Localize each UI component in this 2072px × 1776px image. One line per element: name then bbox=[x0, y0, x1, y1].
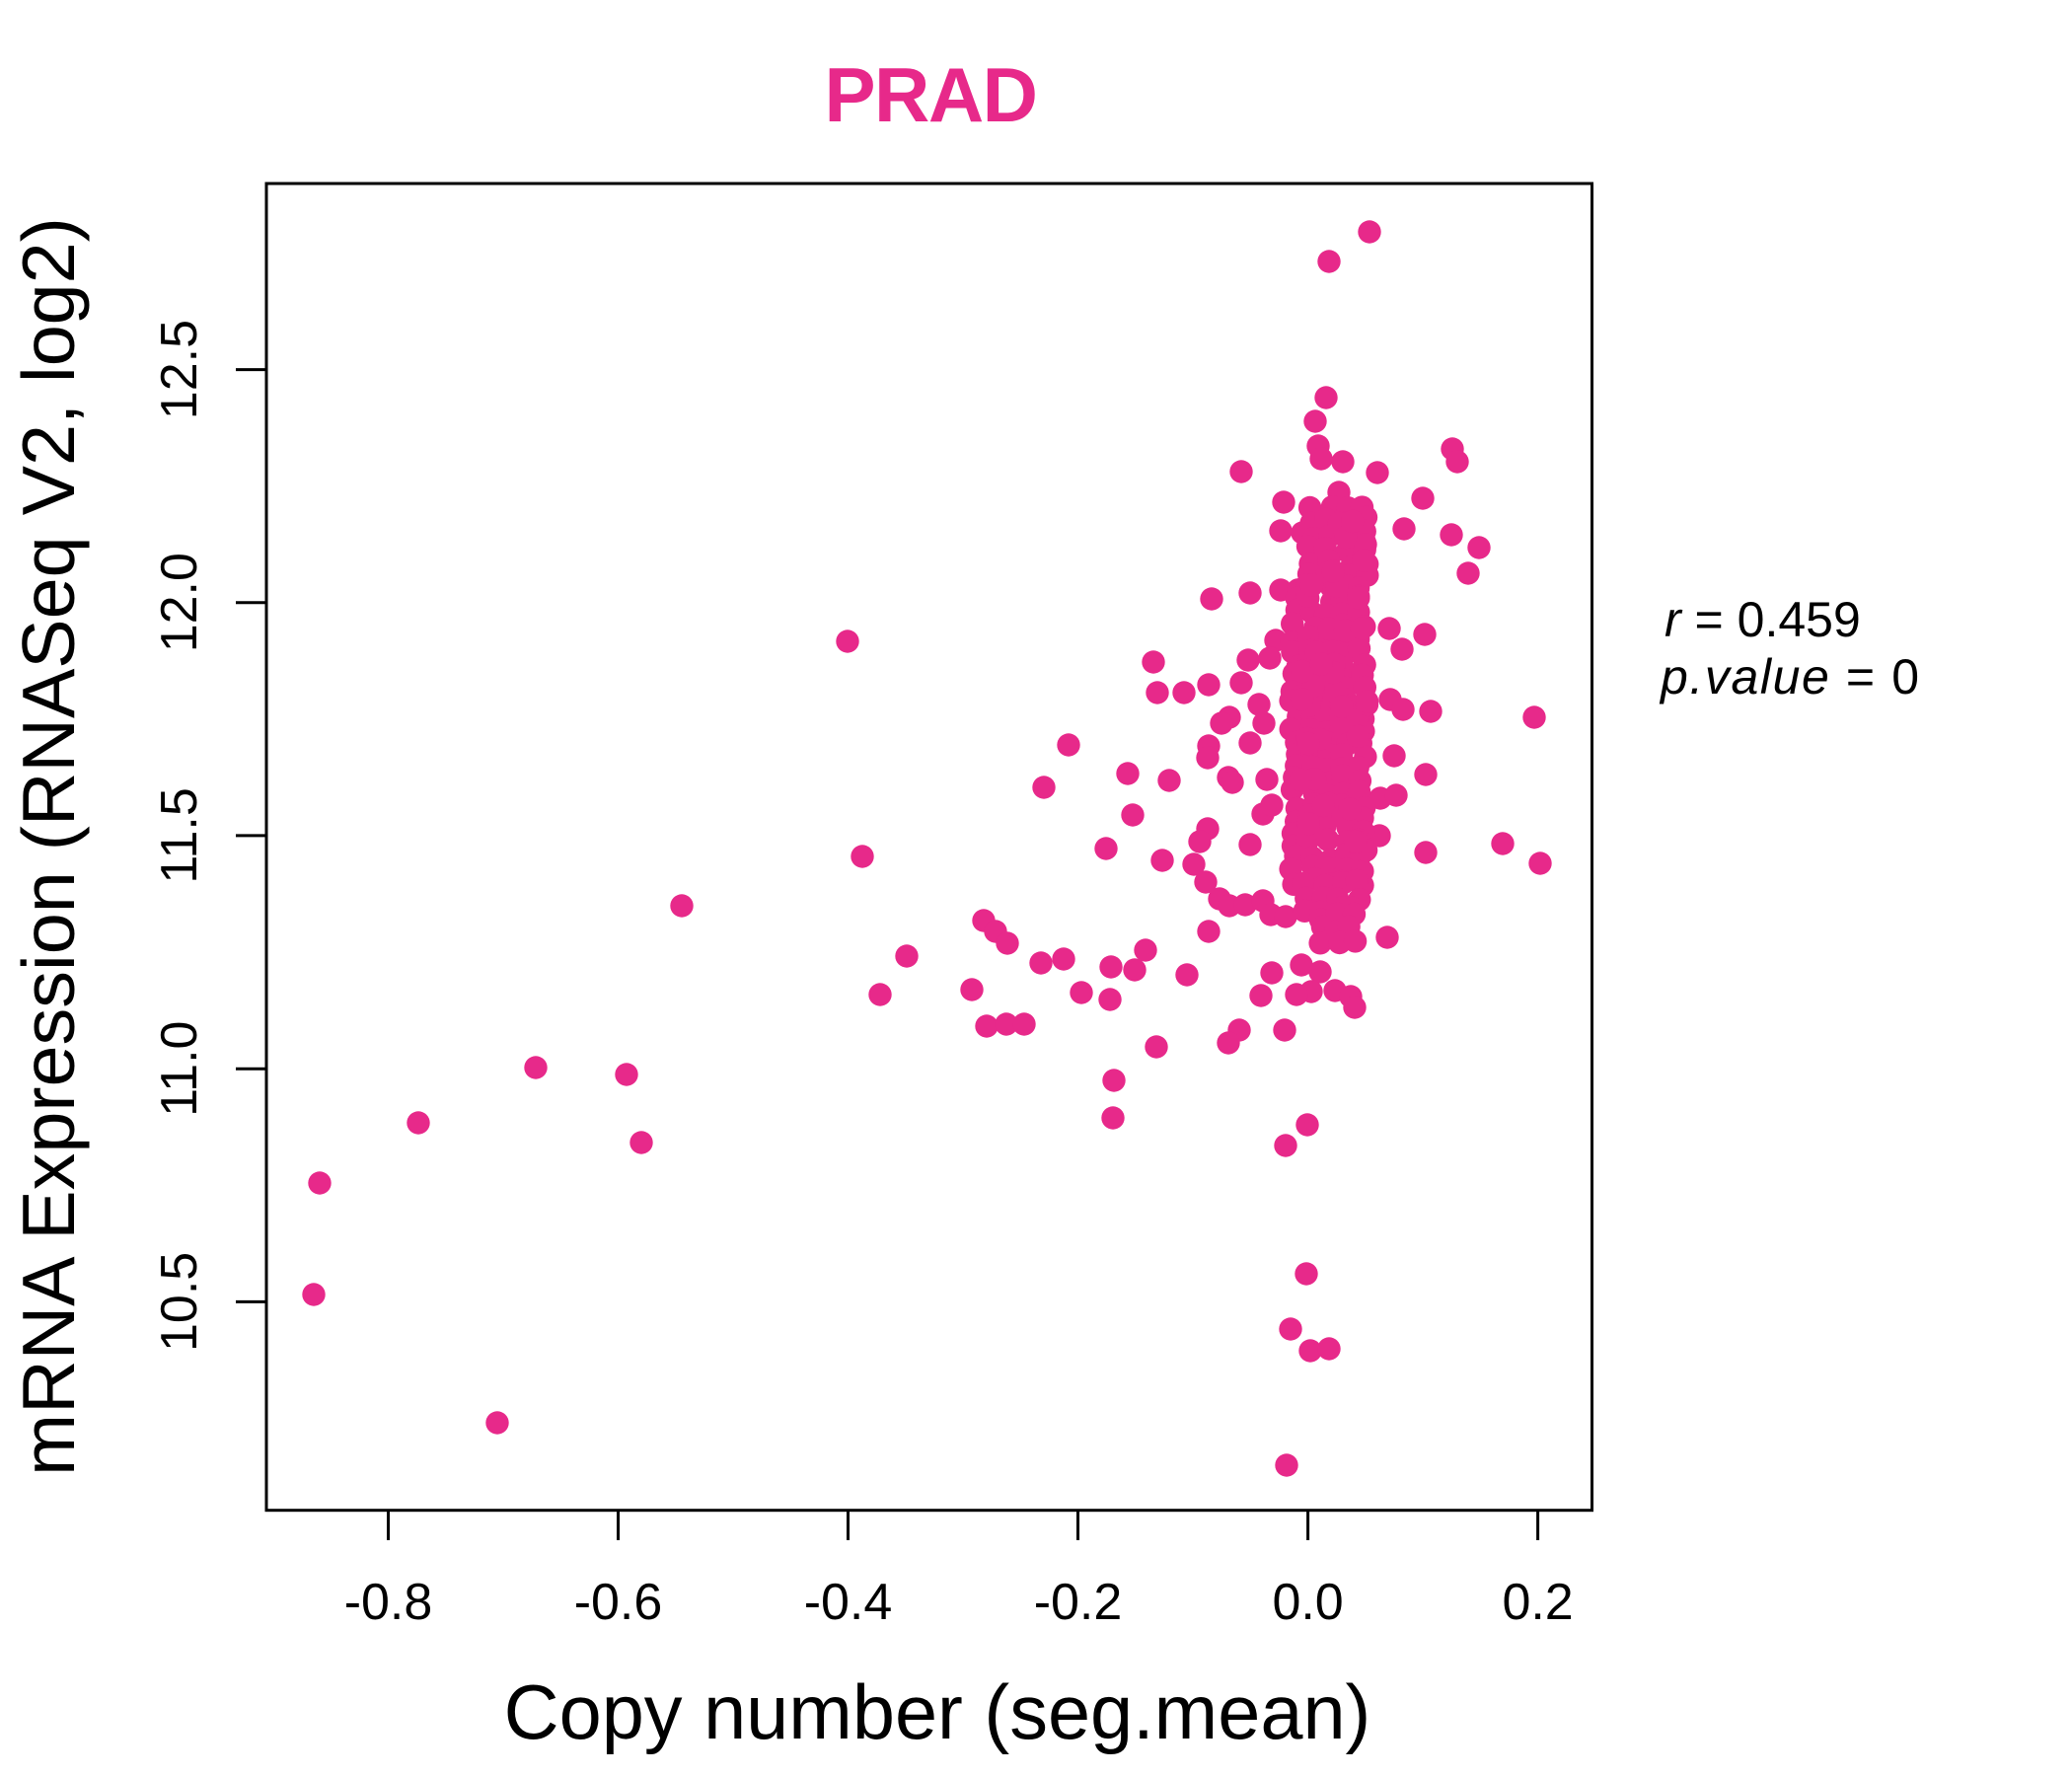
svg-text:-0.2: -0.2 bbox=[1034, 1574, 1123, 1631]
svg-text:-0.8: -0.8 bbox=[344, 1574, 433, 1631]
svg-text:12.0: 12.0 bbox=[151, 553, 208, 652]
svg-text:11.0: 11.0 bbox=[151, 1021, 208, 1117]
svg-text:10.5: 10.5 bbox=[151, 1252, 208, 1352]
svg-text:Copy number (seg.mean): Copy number (seg.mean) bbox=[504, 1670, 1371, 1755]
svg-text:12.5: 12.5 bbox=[151, 320, 208, 419]
svg-text:mRNA Expression (RNASeq V2, lo: mRNA Expression (RNASeq V2, log2) bbox=[7, 217, 90, 1476]
svg-text:0.0: 0.0 bbox=[1272, 1574, 1343, 1631]
svg-text:11.5: 11.5 bbox=[151, 787, 208, 883]
svg-text:r = 0.459: r = 0.459 bbox=[1665, 592, 1861, 647]
svg-text:-0.6: -0.6 bbox=[574, 1574, 663, 1631]
svg-text:0.2: 0.2 bbox=[1502, 1574, 1573, 1631]
svg-text:p.value = 0: p.value = 0 bbox=[1659, 649, 1921, 704]
svg-text:-0.4: -0.4 bbox=[804, 1574, 893, 1631]
svg-text:PRAD: PRAD bbox=[824, 51, 1036, 138]
